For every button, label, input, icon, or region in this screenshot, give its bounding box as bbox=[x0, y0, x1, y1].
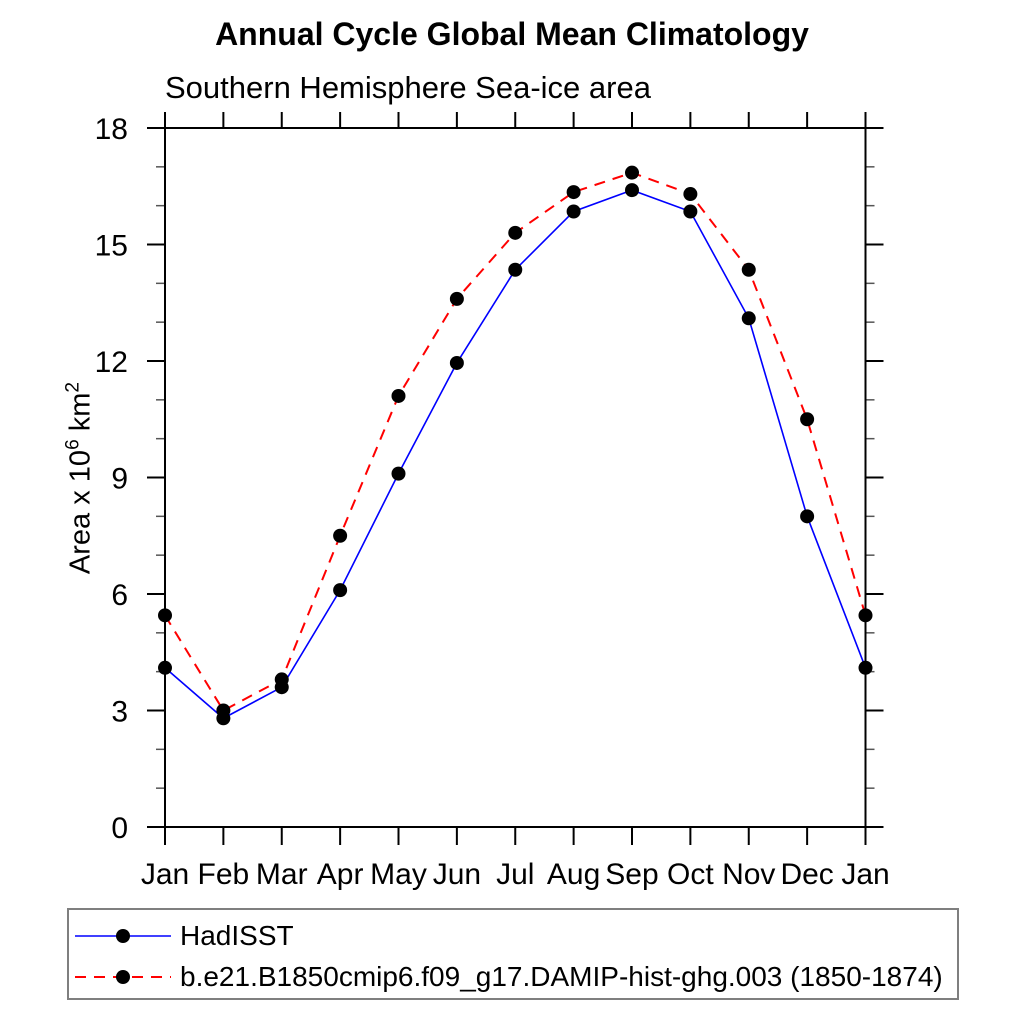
x-tick-label: Apr bbox=[317, 858, 364, 891]
x-tick-label: Aug bbox=[547, 858, 600, 891]
data-point-series-1 bbox=[333, 528, 348, 543]
legend-label-model-run: b.e21.B1850cmip6.f09_g17.DAMIP-hist-ghg.… bbox=[180, 961, 943, 992]
x-tick-label: Feb bbox=[198, 858, 250, 891]
data-point-series-0 bbox=[683, 204, 698, 219]
data-point-series-1 bbox=[683, 187, 698, 202]
data-point-series-1 bbox=[741, 262, 756, 277]
data-point-series-1 bbox=[216, 703, 231, 718]
x-tick-label: Jun bbox=[433, 858, 481, 891]
data-point-series-0 bbox=[741, 311, 756, 326]
chart-subtitle: Southern Hemisphere Sea-ice area bbox=[165, 70, 651, 105]
x-tick-label: Jan bbox=[841, 858, 889, 891]
data-point-series-1 bbox=[391, 388, 406, 403]
legend-entry-hadisst: HadISST bbox=[73, 920, 294, 951]
chart-title: Annual Cycle Global Mean Climatology bbox=[215, 16, 809, 52]
y-tick-label: 0 bbox=[111, 812, 128, 845]
data-point-series-0 bbox=[858, 660, 873, 675]
data-point-series-0 bbox=[449, 355, 464, 370]
x-tick-label: Mar bbox=[256, 858, 308, 891]
data-point-series-0 bbox=[333, 583, 348, 598]
x-tick-label: Nov bbox=[722, 858, 775, 891]
x-tick-label: Dec bbox=[780, 858, 833, 891]
y-tick-label: 9 bbox=[111, 462, 128, 495]
data-point-series-1 bbox=[158, 608, 172, 623]
data-point-series-1 bbox=[449, 291, 464, 306]
data-point-series-1 bbox=[508, 225, 523, 240]
data-point-series-0 bbox=[391, 466, 406, 481]
legend-label-hadisst: HadISST bbox=[180, 920, 294, 951]
data-point-series-0 bbox=[158, 660, 172, 675]
legend-box: HadISST b.e21.B1850cmip6.f09_g17.DAMIP-h… bbox=[67, 908, 959, 1000]
y-tick-label: 18 bbox=[95, 113, 128, 146]
data-point-series-0 bbox=[508, 262, 523, 277]
series-line-1 bbox=[164, 171, 867, 712]
y-tick-label: 12 bbox=[95, 346, 128, 379]
x-tick-label: Jul bbox=[496, 858, 534, 891]
data-point-series-1 bbox=[274, 672, 289, 687]
x-tick-label: May bbox=[370, 858, 427, 891]
data-point-series-1 bbox=[858, 608, 873, 623]
data-point-series-1 bbox=[566, 185, 581, 200]
legend-sample-line-dashed bbox=[75, 970, 171, 984]
y-tick-label: 15 bbox=[95, 229, 128, 262]
data-point-series-1 bbox=[800, 412, 815, 427]
y-tick-label: 6 bbox=[111, 579, 128, 612]
legend-entry-model-run: b.e21.B1850cmip6.f09_g17.DAMIP-hist-ghg.… bbox=[73, 961, 943, 992]
data-point-series-0 bbox=[566, 204, 581, 219]
data-point-series-1 bbox=[625, 165, 639, 180]
legend-sample-line-solid bbox=[75, 929, 171, 943]
x-tick-label: Sep bbox=[605, 858, 658, 891]
x-tick-label: Oct bbox=[667, 858, 714, 891]
x-tick-label: Jan bbox=[141, 858, 189, 891]
data-point-series-0 bbox=[800, 509, 815, 524]
plot-box bbox=[164, 127, 867, 828]
data-point-series-0 bbox=[625, 183, 639, 198]
y-tick-label: 3 bbox=[111, 695, 128, 728]
